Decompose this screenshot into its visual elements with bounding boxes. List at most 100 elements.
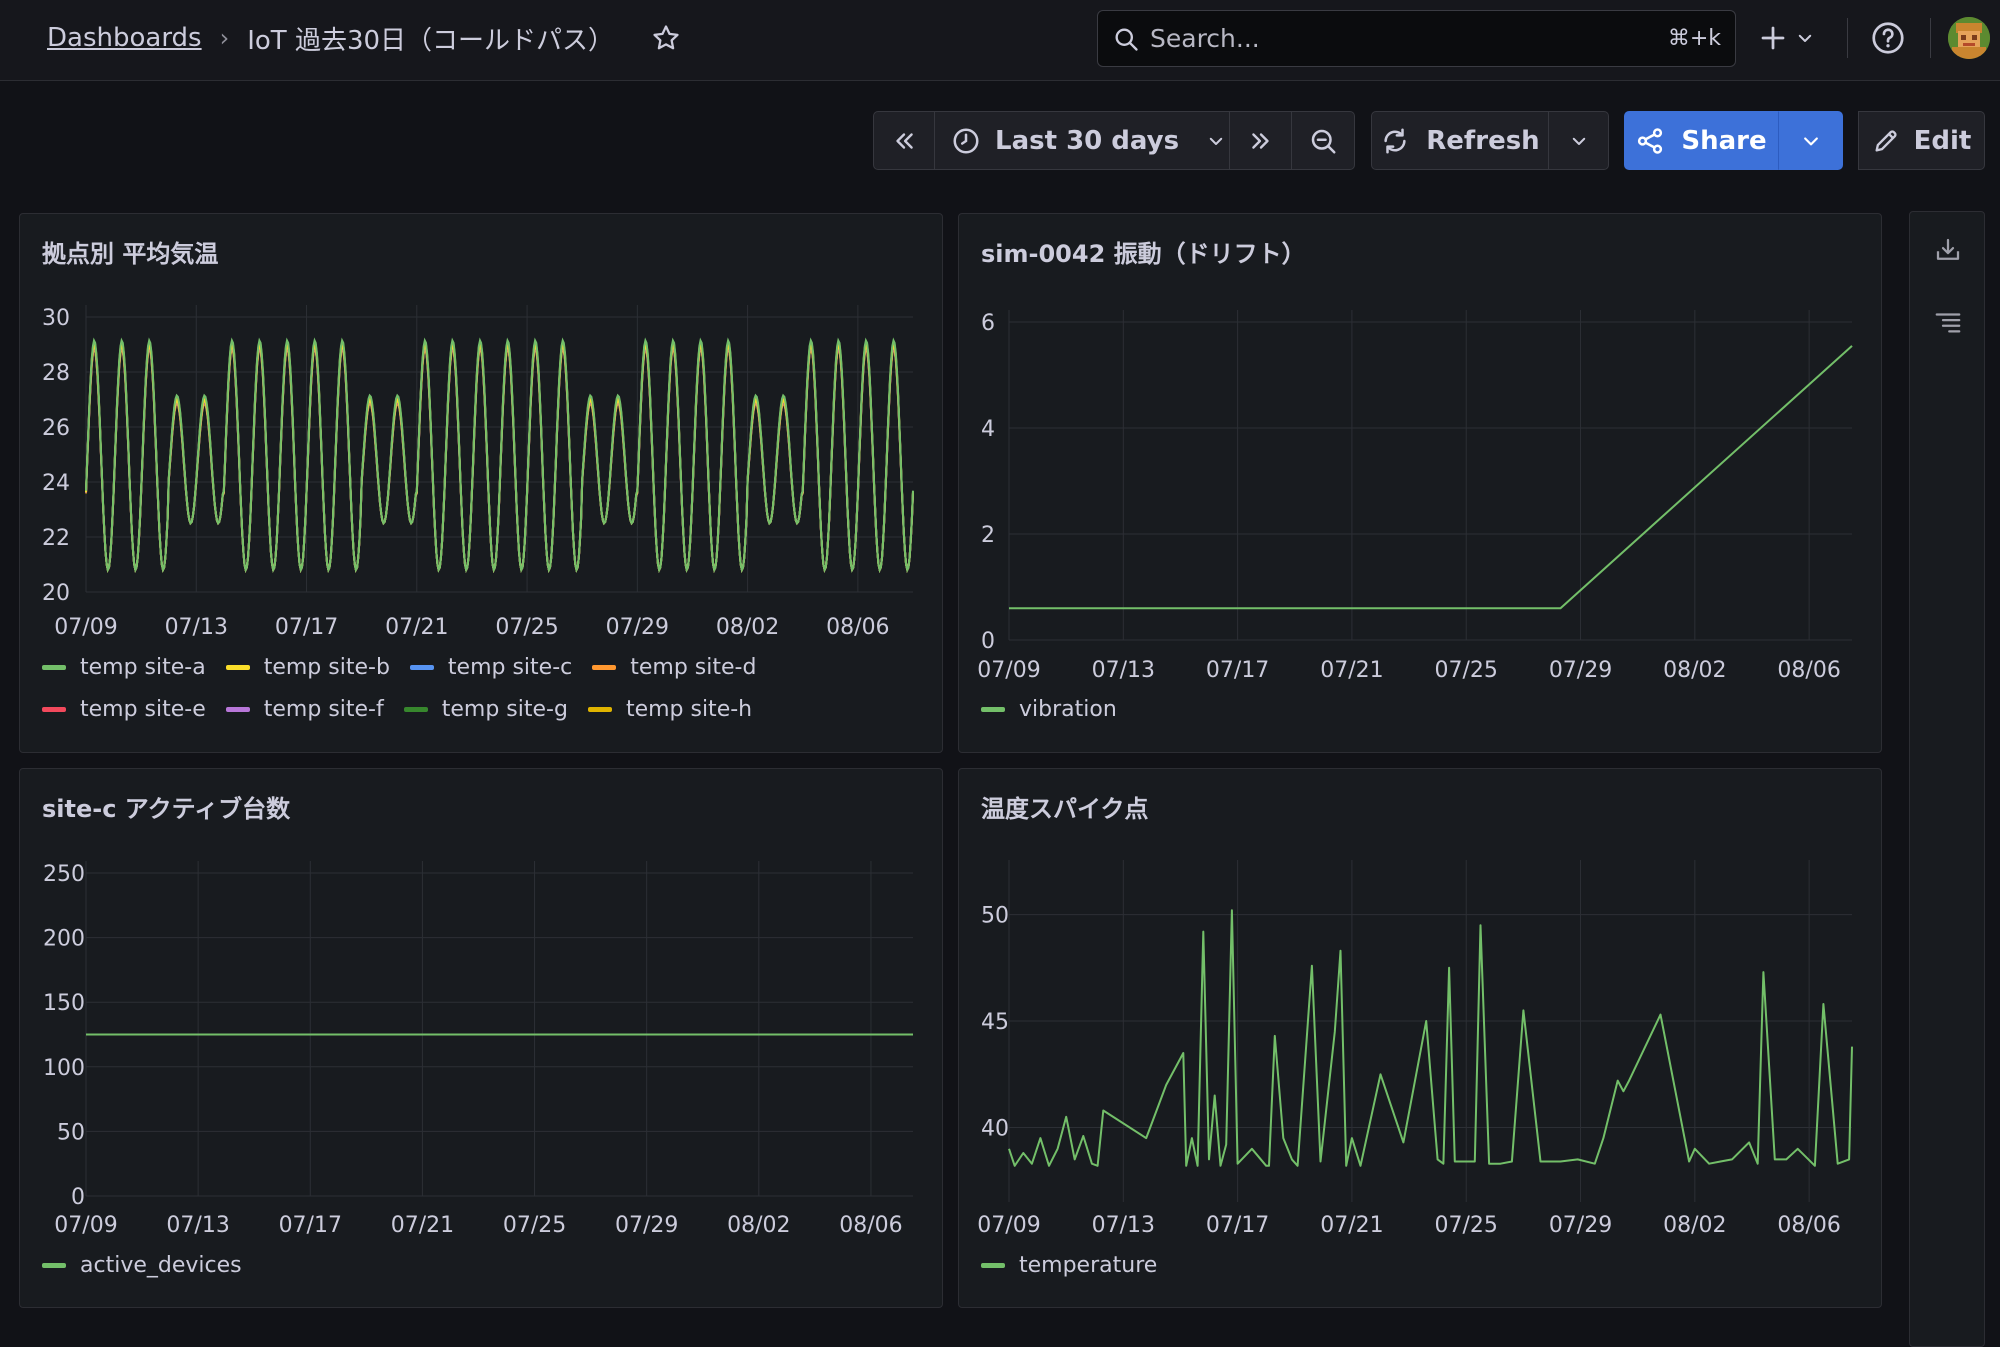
y-tick-label: 200 — [43, 927, 85, 952]
panel-active-devices[interactable]: site-c アクティブ台数 0 50 100 150 200 250 07/09 07/13… — [19, 768, 943, 1308]
legend-label: temp site-h — [625, 696, 753, 722]
x-tick-label: 07/09 — [977, 658, 1040, 683]
refresh-button[interactable]: Refresh — [1371, 111, 1549, 170]
legend-label: active_devices — [80, 1252, 242, 1278]
legend-label: temperature — [1019, 1252, 1158, 1278]
outline-list-icon[interactable] — [1933, 307, 1963, 337]
x-tick-label: 08/06 — [826, 615, 889, 640]
x-tick-label: 07/29 — [1549, 658, 1612, 683]
x-tick-label: 08/06 — [1777, 1213, 1840, 1238]
x-tick-label: 07/09 — [977, 1213, 1040, 1238]
legend-item[interactable]: temp site-c — [409, 652, 572, 682]
x-tick-label: 07/25 — [1435, 658, 1498, 683]
series-line — [85, 344, 914, 573]
time-shift-forward-button[interactable] — [1230, 111, 1292, 170]
share-controls: Share — [1624, 111, 1843, 170]
refresh-controls: Refresh — [1371, 111, 1609, 170]
breadcrumb: Dashboards › IoT 過去30日（コールドパス） — [47, 18, 682, 58]
x-tick-label: 07/09 — [54, 615, 117, 640]
panel-vibration-drift[interactable]: sim-0042 振動（ドリフト） 0 2 4 6 07/09 07/13 07/17 07/… — [958, 213, 1882, 753]
time-range-picker[interactable]: Last 30 days — [935, 111, 1230, 170]
search-input[interactable]: Search... ⌘+k — [1097, 10, 1736, 67]
legend-swatch — [42, 706, 66, 712]
x-tick-label: 08/02 — [727, 1213, 790, 1238]
chevron-down-icon — [1803, 136, 1818, 145]
plus-icon — [1758, 23, 1788, 53]
x-tick-label: 08/02 — [1663, 1213, 1726, 1238]
legend-swatch — [409, 664, 434, 670]
legend-item[interactable]: temp site-f — [225, 694, 384, 724]
panel-title: site-c アクティブ台数 — [42, 795, 291, 823]
legend-item[interactable]: temp site-d — [592, 652, 756, 682]
breadcrumb-dashboards-link[interactable]: Dashboards — [47, 23, 202, 53]
clock-icon — [953, 128, 979, 153]
refresh-label: Refresh — [1426, 125, 1540, 156]
avatar[interactable] — [1948, 17, 1990, 59]
chevron-down-icon — [1796, 29, 1814, 47]
chevrons-right-icon — [1251, 132, 1269, 149]
search-icon — [1112, 25, 1140, 53]
legend-item[interactable]: temp site-h — [587, 694, 753, 724]
y-tick-label: 2 — [981, 523, 995, 548]
y-tick-label: 4 — [981, 417, 995, 442]
chart-legend: active_devices — [42, 1250, 902, 1280]
legend-swatch — [42, 664, 66, 670]
legend-label: temp site-g — [441, 696, 568, 722]
help-icon[interactable] — [1870, 20, 1906, 56]
time-shift-back-button[interactable] — [873, 111, 935, 170]
share-button[interactable]: Share — [1624, 111, 1778, 170]
share-icon — [1638, 127, 1663, 154]
search-placeholder: Search... — [1150, 24, 1260, 53]
legend-label: temp site-e — [80, 696, 206, 722]
legend-item[interactable]: temperature — [981, 1250, 1157, 1280]
series-line — [1008, 909, 1853, 1167]
active-devices-chart: 0 50 100 150 200 250 07/09 07/13 07/17 07/21 07/25… — [43, 861, 913, 1238]
share-options-dropdown[interactable] — [1778, 111, 1843, 170]
y-tick-label: 150 — [43, 991, 85, 1016]
panel-title: sim-0042 振動（ドリフト） — [981, 240, 1306, 268]
refresh-interval-dropdown[interactable] — [1549, 111, 1609, 170]
legend-item[interactable]: active_devices — [42, 1250, 242, 1280]
panel-avg-temperature[interactable]: 拠点別 平均気温 20 22 24 26 28 30 07/09 07/13 07/17 07/2… — [19, 213, 943, 753]
legend-label: temp site-f — [263, 696, 384, 722]
new-menu-button[interactable] — [1758, 18, 1814, 58]
legend-swatch — [981, 706, 1005, 712]
download-icon[interactable] — [1933, 235, 1963, 265]
vibration-chart: 0 2 4 6 07/09 07/13 07/17 07/21 07/25 07/29 08/02 0… — [977, 310, 1853, 683]
edit-button[interactable]: Edit — [1858, 111, 1985, 170]
page-title: IoT 過去30日（コールドパス） — [247, 25, 615, 56]
y-tick-label: 250 — [43, 862, 85, 887]
x-tick-label: 07/29 — [606, 615, 669, 640]
series-line — [85, 343, 914, 573]
pencil-icon — [1875, 129, 1897, 151]
x-tick-label: 07/17 — [279, 1213, 342, 1238]
x-tick-label: 07/13 — [1092, 658, 1155, 683]
refresh-icon — [1384, 128, 1406, 153]
legend-item[interactable]: temp site-a — [42, 652, 206, 682]
zoom-out-button[interactable] — [1292, 111, 1355, 170]
panel-title: 温度スパイク点 — [981, 795, 1149, 823]
series-line — [85, 337, 914, 573]
x-tick-label: 07/21 — [1320, 658, 1383, 683]
breadcrumb-separator: › — [219, 24, 230, 52]
legend-item[interactable]: temp site-b — [225, 652, 390, 682]
y-tick-label: 40 — [981, 1116, 1009, 1141]
top-bar: Dashboards › IoT 過去30日（コールドパス） Search...… — [0, 0, 2000, 81]
panel-temperature-spikes[interactable]: 温度スパイク点 40 45 50 07/09 07/13 07/17 07/21 07/25 0… — [958, 768, 1882, 1308]
panel-title: 拠点別 平均気温 — [42, 240, 219, 268]
time-range-label: Last 30 days — [995, 125, 1180, 156]
star-icon[interactable] — [650, 22, 682, 54]
chevron-down-icon — [1572, 137, 1585, 145]
legend-item[interactable]: vibration — [981, 694, 1117, 724]
x-tick-label: 07/17 — [1206, 658, 1269, 683]
chevrons-left-icon — [896, 132, 913, 149]
y-tick-label: 30 — [42, 306, 70, 331]
y-tick-label: 20 — [42, 581, 70, 606]
legend-item[interactable]: temp site-e — [42, 694, 206, 724]
legend-label: temp site-d — [630, 654, 757, 680]
legend-item[interactable]: temp site-g — [403, 694, 568, 724]
y-tick-label: 28 — [42, 361, 70, 386]
legend-swatch — [592, 664, 617, 670]
x-tick-label: 07/13 — [1092, 1213, 1155, 1238]
y-tick-label: 0 — [71, 1185, 85, 1210]
